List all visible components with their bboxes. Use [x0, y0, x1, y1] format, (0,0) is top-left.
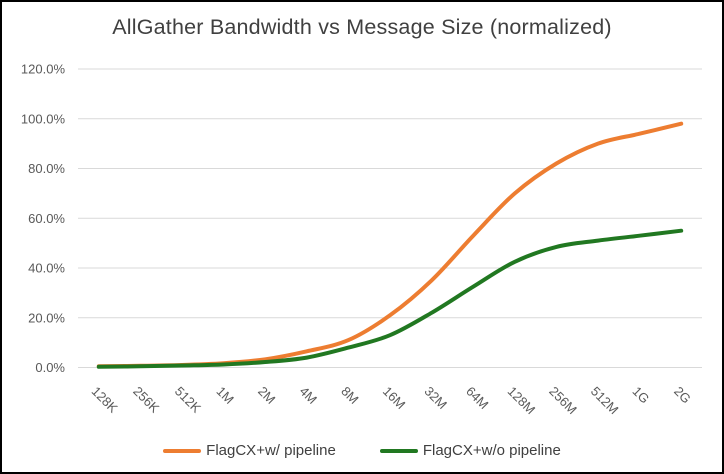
y-tick-label: 60.0%	[28, 211, 65, 226]
series-line-1	[96, 228, 684, 369]
series-line-0	[96, 121, 684, 369]
x-tick-label: 512M	[588, 384, 622, 418]
x-tick-label: 512K	[172, 384, 204, 416]
legend-swatch	[163, 448, 202, 453]
x-tick-label: 1G	[629, 384, 652, 407]
x-tick-label: 256K	[130, 384, 162, 416]
x-tick-label: 32M	[421, 384, 449, 412]
x-tick-label: 16M	[380, 384, 408, 412]
x-tick-label: 1M	[213, 384, 236, 407]
legend-swatch	[379, 448, 418, 453]
legend-item-1: FlagCX+w/o pipeline	[379, 442, 561, 459]
y-tick-label: 0.0%	[35, 360, 65, 375]
y-tick-label: 100.0%	[21, 111, 66, 126]
x-tick-label: 4M	[297, 384, 320, 407]
x-tick-label: 256M	[546, 384, 580, 418]
y-tick-label: 80.0%	[28, 161, 65, 176]
chart-title: AllGather Bandwidth vs Message Size (nor…	[112, 15, 612, 39]
y-tick-label: 40.0%	[28, 261, 65, 276]
legend-label: FlagCX+w/ pipeline	[206, 442, 336, 459]
x-tick-label: 2G	[671, 384, 694, 407]
x-tick-label: 128M	[505, 384, 539, 418]
y-tick-label: 120.0%	[21, 62, 66, 77]
x-tick-label: 2M	[255, 384, 278, 407]
legend-label: FlagCX+w/o pipeline	[422, 442, 561, 459]
x-tick-label: 128K	[89, 384, 121, 416]
y-tick-label: 20.0%	[28, 310, 65, 325]
legend-item-0: FlagCX+w/ pipeline	[163, 442, 336, 459]
x-tick-label: 8M	[338, 384, 361, 407]
legend: FlagCX+w/ pipeline FlagCX+w/o pipeline	[2, 442, 722, 459]
x-tick-label: 64M	[463, 384, 491, 412]
